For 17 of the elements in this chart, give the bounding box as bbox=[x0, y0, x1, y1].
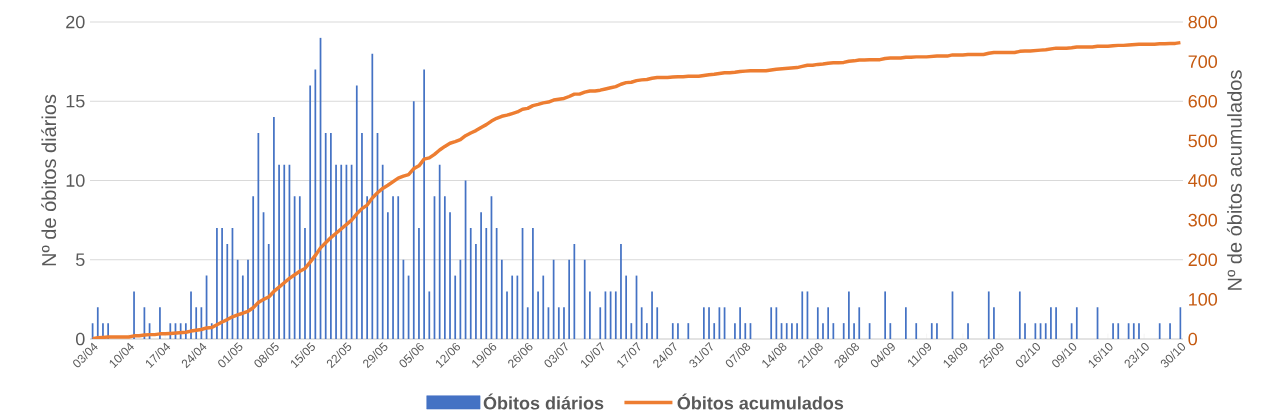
y2-axis-title: Nº de óbitos acumulados bbox=[1226, 70, 1242, 290]
y-tick-label: 5 bbox=[76, 253, 85, 267]
legend-label: Óbitos diários bbox=[483, 393, 604, 410]
y2-tick-label: 0 bbox=[1188, 332, 1198, 346]
y2-tick-label: 800 bbox=[1188, 15, 1218, 29]
y-tick-label: 15 bbox=[66, 94, 85, 108]
y2-tick-label: 600 bbox=[1188, 94, 1218, 108]
y2-tick-label: 400 bbox=[1188, 174, 1218, 187]
y-axis-title: Nº de óbitos diários bbox=[41, 94, 57, 266]
y2-tick-label: 300 bbox=[1188, 213, 1218, 227]
y2-tick-label: 700 bbox=[1188, 55, 1218, 68]
y2-tick-label: 200 bbox=[1188, 253, 1218, 267]
y2-tick-label: 500 bbox=[1188, 134, 1218, 148]
y-tick-label: 20 bbox=[66, 15, 85, 29]
y2-tick-label: 100 bbox=[1189, 293, 1218, 306]
legend-label: Óbitos acumulados bbox=[677, 393, 844, 410]
y-tick-label: 10 bbox=[66, 174, 85, 187]
